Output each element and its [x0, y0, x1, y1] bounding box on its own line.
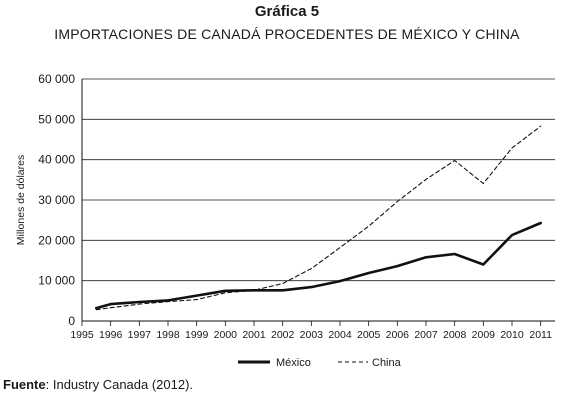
gridlines [82, 78, 555, 282]
y-tick-label: 60 000 [38, 72, 75, 86]
source-note: Fuente: Industry Canada (2012). [3, 377, 193, 392]
x-tick-label: 2000 [214, 329, 238, 341]
x-tick-label: 2008 [443, 329, 467, 341]
x-tick-label: 2003 [300, 329, 324, 341]
x-tick-label: 1996 [99, 329, 123, 341]
x-tick-label: 1998 [156, 329, 180, 341]
source-label: Fuente [3, 377, 46, 392]
y-tick-label: 50 000 [38, 112, 75, 126]
series-line-china [95, 125, 542, 311]
x-tick-label: 2011 [529, 329, 552, 341]
x-tick-label: 2009 [472, 329, 496, 341]
x-tick-label: 2006 [386, 329, 410, 341]
x-tick-labels: 1995 1996 1997 1998 1999 2000 2001 2002 2003 2004… [70, 329, 552, 341]
figure-label: Gráfica 5 [254, 3, 320, 20]
series-lines [95, 125, 543, 311]
x-tick-label: 2001 [242, 329, 266, 341]
x-tick-label: 2010 [500, 329, 524, 341]
legend-label-mexico: México [276, 357, 311, 369]
legend-label-china: China [372, 357, 402, 369]
series-line-mexico [95, 221, 543, 310]
y-tick-label: 30 000 [38, 193, 75, 207]
y-tick-label: 40 000 [38, 153, 75, 167]
y-tick-label: 0 [68, 314, 75, 328]
y-axis-label: Millones de dólares [15, 155, 27, 245]
x-tick-label: 2004 [328, 329, 352, 341]
axes [81, 79, 555, 326]
legend: México China [238, 357, 402, 369]
x-tick-label: 1995 [70, 329, 94, 341]
x-tick-label: 2007 [414, 329, 438, 341]
chart-title: IMPORTACIONES DE CANADÁ PROCEDENTES DE M… [54, 26, 520, 42]
x-tick-label: 2005 [357, 329, 381, 341]
x-tick-label: 2002 [271, 329, 295, 341]
x-tick-label: 1999 [185, 329, 209, 341]
source-text: : Industry Canada (2012). [45, 377, 194, 392]
x-tick-label: 1997 [128, 329, 152, 341]
y-tick-labels: 0 10 000 20 000 30 000 40 000 50 000 60 000 [38, 72, 75, 328]
y-tick-label: 10 000 [38, 274, 75, 288]
y-tick-label: 20 000 [38, 233, 75, 247]
